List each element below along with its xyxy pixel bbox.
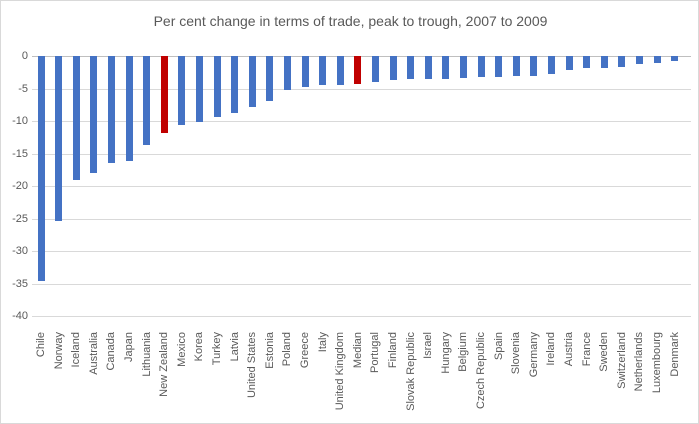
x-category-label: Germany (527, 332, 540, 378)
x-category-label: Korea (193, 332, 206, 362)
gridline (32, 121, 691, 123)
x-category-label: Israel (422, 332, 435, 359)
zero-axis-line (32, 56, 691, 57)
bar (512, 56, 520, 77)
bar (37, 56, 45, 281)
bar (635, 56, 643, 64)
y-tick-label: -40 (12, 310, 28, 323)
bar (319, 56, 327, 86)
bar-highlighted (354, 56, 362, 84)
y-tick-label: 0 (21, 50, 28, 62)
bar (266, 56, 274, 101)
x-category-label: Slovak Republic (404, 332, 417, 411)
gridline (32, 186, 691, 188)
bar (72, 56, 80, 180)
x-category-label: Portugal (369, 332, 382, 373)
bar (459, 56, 467, 79)
bar (653, 56, 661, 63)
gridline (32, 88, 691, 90)
bar (336, 56, 344, 85)
x-category-label: Hungary (439, 332, 452, 374)
x-category-label: France (580, 332, 593, 367)
x-category-label: Switzerland (615, 332, 628, 389)
bar (547, 56, 555, 74)
bar (231, 56, 239, 114)
y-tick-label: -25 (12, 212, 28, 225)
x-category-label: Finland (387, 332, 399, 369)
y-tick-label: -5 (18, 82, 28, 95)
x-category-label: Norway (52, 332, 65, 370)
x-category-label: Canada (105, 332, 118, 371)
bar (55, 56, 63, 221)
x-category-label: Turkey (211, 332, 223, 366)
bar (495, 56, 503, 77)
x-category-label: Ireland (545, 332, 558, 366)
bar (213, 56, 221, 117)
x-category-label: Poland (281, 332, 294, 367)
gridline (32, 153, 691, 155)
bar (477, 56, 485, 78)
bar (600, 56, 608, 68)
bar (125, 56, 133, 162)
bar-highlighted (160, 56, 168, 134)
x-category-label: Iceland (70, 332, 83, 368)
x-category-label: Chile (35, 332, 47, 358)
y-tick-label: -35 (12, 277, 28, 290)
y-tick-label: -30 (12, 245, 28, 258)
x-category-label: Italy (316, 332, 329, 353)
bar (424, 56, 432, 80)
y-tick-label: -20 (12, 180, 28, 193)
bar (442, 56, 450, 79)
x-category-label: United Kingdom (334, 332, 347, 411)
x-category-label: Mexico (175, 332, 188, 367)
y-tick-label: -10 (12, 115, 28, 128)
bar (407, 56, 415, 80)
bar (583, 56, 591, 69)
x-category-label: United States (246, 332, 259, 399)
x-category-label: Lithuania (140, 332, 153, 377)
bar (389, 56, 397, 81)
gridline (32, 218, 691, 220)
bar (178, 56, 186, 125)
x-category-label: Denmark (668, 332, 681, 377)
gridline (32, 283, 691, 285)
x-category-label: Spain (492, 332, 505, 361)
x-category-label: Slovenia (510, 332, 523, 375)
x-category-label: Luxembourg (651, 332, 663, 394)
bar (618, 56, 626, 68)
bar (371, 56, 379, 83)
x-category-label: Sweden (598, 332, 611, 372)
x-category-label: Czech Republic (475, 332, 487, 410)
bar (90, 56, 98, 173)
x-category-label: Greece (299, 332, 311, 369)
x-category-label: Belgium (457, 332, 470, 372)
chart-title: Per cent change in terms of trade, peak … (153, 13, 548, 29)
x-category-label: Median (351, 332, 364, 369)
gridline (32, 316, 691, 318)
gridline (32, 251, 691, 253)
bar (565, 56, 573, 71)
y-tick-label: -15 (12, 147, 28, 160)
bar (671, 56, 679, 61)
bar (107, 56, 115, 164)
x-category-label: Latvia (228, 332, 241, 362)
x-category-label: New Zealand (158, 332, 171, 397)
x-category-label: Netherlands (633, 332, 646, 392)
bar (195, 56, 203, 123)
x-category-label: Japan (123, 332, 135, 362)
bar (248, 56, 256, 108)
x-category-label: Austria (563, 332, 575, 367)
x-category-label: Australia (87, 332, 100, 375)
bar (530, 56, 538, 76)
bar (283, 56, 291, 90)
x-category-label: Estonia (263, 332, 276, 369)
bar (143, 56, 151, 146)
bar (301, 56, 309, 88)
